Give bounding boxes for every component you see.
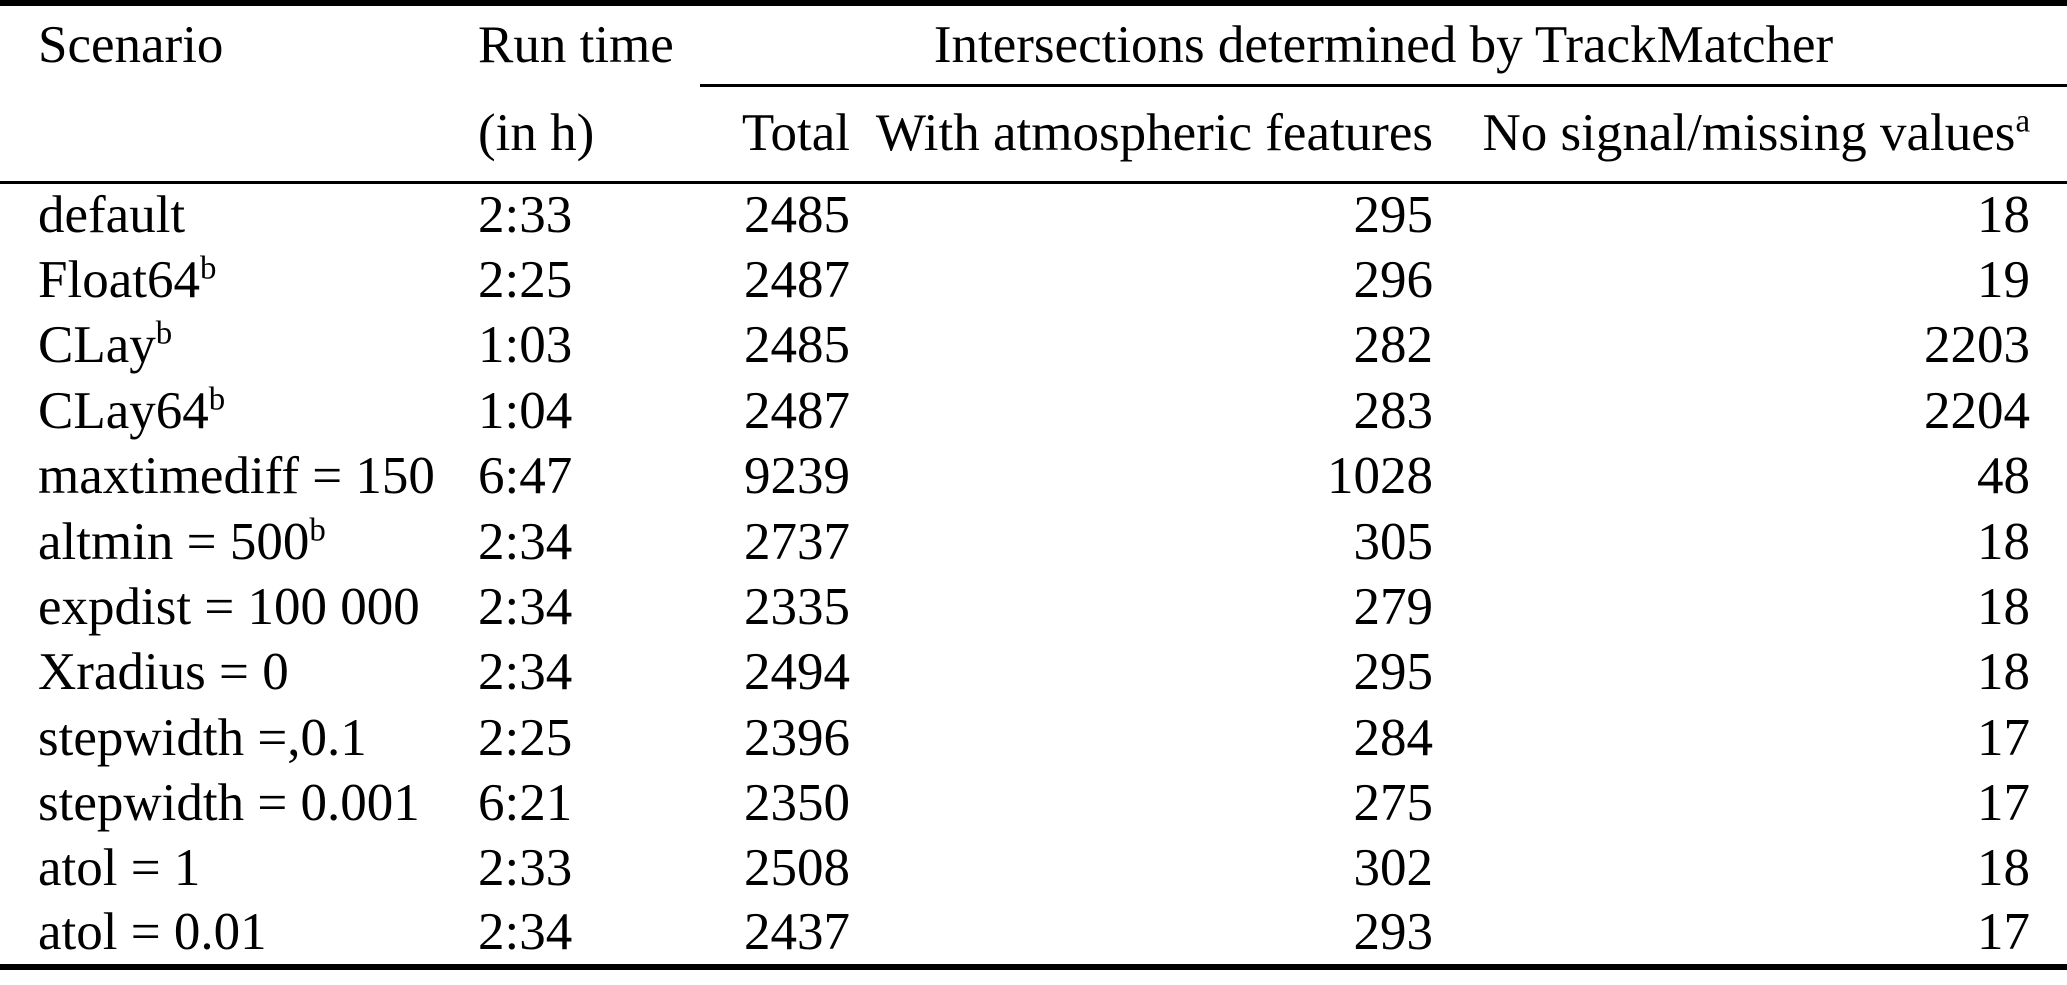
scenario-cell: altmin = 500b <box>0 509 478 574</box>
with-features-cell: 284 <box>1353 708 1434 767</box>
col-header-no-signal: No signal/missing valuesa <box>1433 85 2067 184</box>
runtime-cell: 2:25 <box>478 250 573 309</box>
runtime-cell: 2:34 <box>478 643 573 702</box>
with-features-cell: 295 <box>1353 186 1434 245</box>
no-signal-cell: 18 <box>1977 577 2031 636</box>
no-signal-cell: 48 <box>1977 447 2031 506</box>
scenario-label: Float64 <box>38 250 200 309</box>
with-features-cell: 275 <box>1353 774 1434 833</box>
with-features-cell: 296 <box>1353 250 1434 309</box>
col-header-with-features: With atmospheric features <box>850 85 1433 184</box>
total-cell: 2494 <box>744 643 850 702</box>
no-signal-cell: 17 <box>1977 903 2031 962</box>
scenario-cell: stepwidth = 0.001 <box>38 774 420 833</box>
runtime-cell: 2:34 <box>478 512 573 571</box>
total-cell: 2396 <box>744 708 850 767</box>
footnote-marker-a: a <box>2015 103 2031 140</box>
col-header-scenario-spacer <box>0 85 478 184</box>
with-features-cell: 305 <box>1353 512 1434 571</box>
with-features-cell: 295 <box>1353 643 1434 702</box>
col-header-runtime: Run time <box>478 16 674 75</box>
table-row: expdist = 100 000 2:34 2335 279 18 <box>0 574 2067 639</box>
table-row: CLay64b 1:04 2487 283 2204 <box>0 378 2067 443</box>
with-features-cell: 302 <box>1353 839 1434 898</box>
table-row: atol = 1 2:33 2508 302 18 <box>0 836 2067 901</box>
total-cell: 2335 <box>744 577 850 636</box>
scenario-cell: default <box>38 186 186 245</box>
scenario-cell: CLay64b <box>0 378 478 443</box>
scenario-label: CLay <box>38 316 156 375</box>
with-features-cell: 283 <box>1353 381 1434 440</box>
header-row-2: (in h) Total With atmospheric features N… <box>0 85 2067 184</box>
runtime-cell: 6:47 <box>478 447 573 506</box>
table-row: stepwidth =,0.1 2:25 2396 284 17 <box>0 705 2067 770</box>
scenario-cell: stepwidth =,0.1 <box>38 708 367 767</box>
scenario-label: altmin = 500 <box>38 512 310 571</box>
header-row-1: Scenario Run time Intersections determin… <box>0 3 2067 87</box>
scenario-cell: expdist = 100 000 <box>38 577 420 636</box>
runtime-cell: 1:03 <box>478 316 573 375</box>
table-header: Scenario Run time Intersections determin… <box>0 3 2067 184</box>
scenario-cell: Xradius = 0 <box>38 643 289 702</box>
runtime-cell: 1:04 <box>478 381 573 440</box>
total-cell: 9239 <box>744 447 850 506</box>
no-signal-cell: 18 <box>1977 839 2031 898</box>
total-cell: 2487 <box>744 250 850 309</box>
footnote-marker-b: b <box>155 315 173 352</box>
table-row: Float64b 2:25 2487 296 19 <box>0 247 2067 312</box>
no-signal-cell: 18 <box>1977 186 2031 245</box>
table-row: CLayb 1:03 2485 282 2203 <box>0 313 2067 378</box>
with-features-cell: 282 <box>1353 316 1434 375</box>
with-features-cell: 1028 <box>1327 447 1433 506</box>
scenario-cell: CLayb <box>0 313 478 378</box>
no-signal-cell: 19 <box>1977 250 2031 309</box>
table-row: Xradius = 0 2:34 2494 295 18 <box>0 640 2067 705</box>
footnote-marker-b: b <box>199 250 217 287</box>
total-cell: 2437 <box>744 903 850 962</box>
table-row: default 2:33 2485 295 18 <box>0 182 2067 247</box>
col-header-group-intersections: Intersections determined by TrackMatcher <box>700 3 2067 87</box>
footnote-marker-b: b <box>309 511 326 548</box>
with-features-cell: 279 <box>1353 577 1434 636</box>
no-signal-cell: 17 <box>1977 708 2031 767</box>
table-row: altmin = 500b 2:34 2737 305 18 <box>0 509 2067 574</box>
scenario-label: CLay64 <box>38 381 209 440</box>
no-signal-cell: 2204 <box>1924 381 2031 440</box>
scenario-cell: maxtimediff = 150 <box>38 447 435 506</box>
runtime-cell: 2:34 <box>478 577 573 636</box>
total-cell: 2508 <box>744 839 850 898</box>
no-signal-cell: 18 <box>1977 512 2031 571</box>
total-cell: 2485 <box>744 316 850 375</box>
total-cell: 2485 <box>744 186 850 245</box>
scenario-cell: atol = 0.01 <box>38 903 267 962</box>
footnote-marker-b: b <box>208 381 226 418</box>
scenario-cell: Float64b <box>0 247 478 312</box>
no-signal-cell: 18 <box>1977 643 2031 702</box>
runtime-cell: 2:33 <box>478 186 573 245</box>
no-signal-cell: 17 <box>1977 774 2031 833</box>
total-cell: 2737 <box>744 512 850 571</box>
table-row: atol = 0.01 2:34 2437 293 17 <box>0 901 2067 966</box>
total-cell: 2350 <box>744 774 850 833</box>
col-header-scenario: Scenario <box>38 16 224 75</box>
runtime-cell: 2:34 <box>478 903 573 962</box>
table-row: stepwidth = 0.001 6:21 2350 275 17 <box>0 771 2067 836</box>
table-body: default 2:33 2485 295 18 Float64b 2:25 2487 296 1… <box>0 182 2067 967</box>
runtime-cell: 6:21 <box>478 774 573 833</box>
with-features-cell: 293 <box>1353 903 1434 962</box>
scenario-cell: atol = 1 <box>38 839 201 898</box>
col-header-runtime-unit: (in h) <box>478 85 700 184</box>
runtime-cell: 2:25 <box>478 708 573 767</box>
total-cell: 2487 <box>744 381 850 440</box>
col-header-no-signal-label: No signal/missing values <box>1482 104 2016 163</box>
runtime-cell: 2:33 <box>478 839 573 898</box>
col-header-total: Total <box>700 85 850 184</box>
no-signal-cell: 2203 <box>1924 316 2031 375</box>
table-row: maxtimediff = 150 6:47 9239 1028 48 <box>0 444 2067 509</box>
